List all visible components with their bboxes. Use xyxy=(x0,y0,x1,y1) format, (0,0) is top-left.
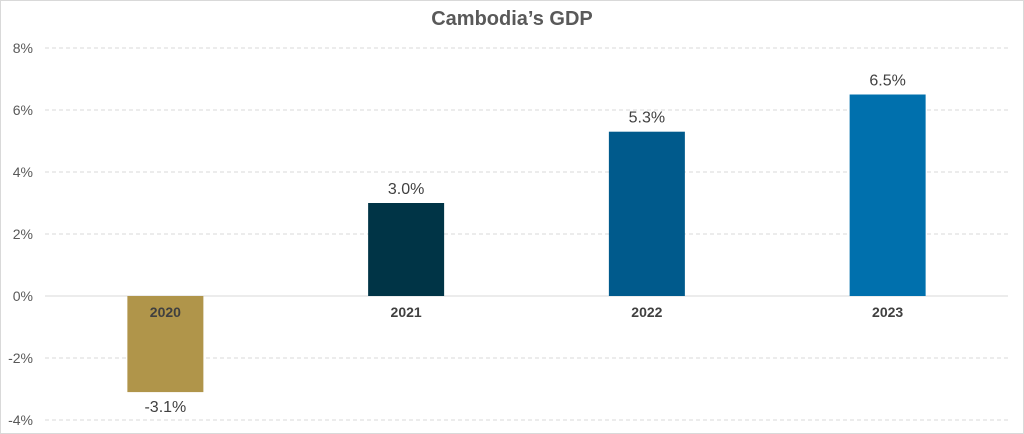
category-label: 2022 xyxy=(631,304,662,320)
data-label: 6.5% xyxy=(869,73,905,90)
bar-2021 xyxy=(368,203,445,296)
y-tick-label: 6% xyxy=(13,102,33,118)
bars xyxy=(127,94,926,393)
bar-2023 xyxy=(849,94,926,296)
category-label: 2023 xyxy=(872,304,903,320)
category-label: 2020 xyxy=(150,304,181,320)
gridlines xyxy=(45,47,1008,421)
data-label: 3.0% xyxy=(388,181,424,198)
y-tick-label: 0% xyxy=(13,288,33,304)
y-tick-label: 2% xyxy=(13,226,33,242)
category-label: 2021 xyxy=(391,304,422,320)
y-tick-label: -2% xyxy=(8,350,33,366)
bar-2022 xyxy=(608,131,685,296)
y-tick-label: 8% xyxy=(13,40,33,56)
y-tick-label: -4% xyxy=(8,412,33,428)
data-label: 5.3% xyxy=(629,110,665,127)
chart-title: Cambodia’s GDP xyxy=(431,8,593,30)
data-label: -3.1% xyxy=(144,399,186,416)
bar-2020 xyxy=(127,296,204,393)
y-tick-label: 4% xyxy=(13,164,33,180)
labels: 8% 6% 4% 2% 0% -2% -4% 2020 -3.1% 2021 3.0% 2022 5.3… xyxy=(8,40,906,428)
